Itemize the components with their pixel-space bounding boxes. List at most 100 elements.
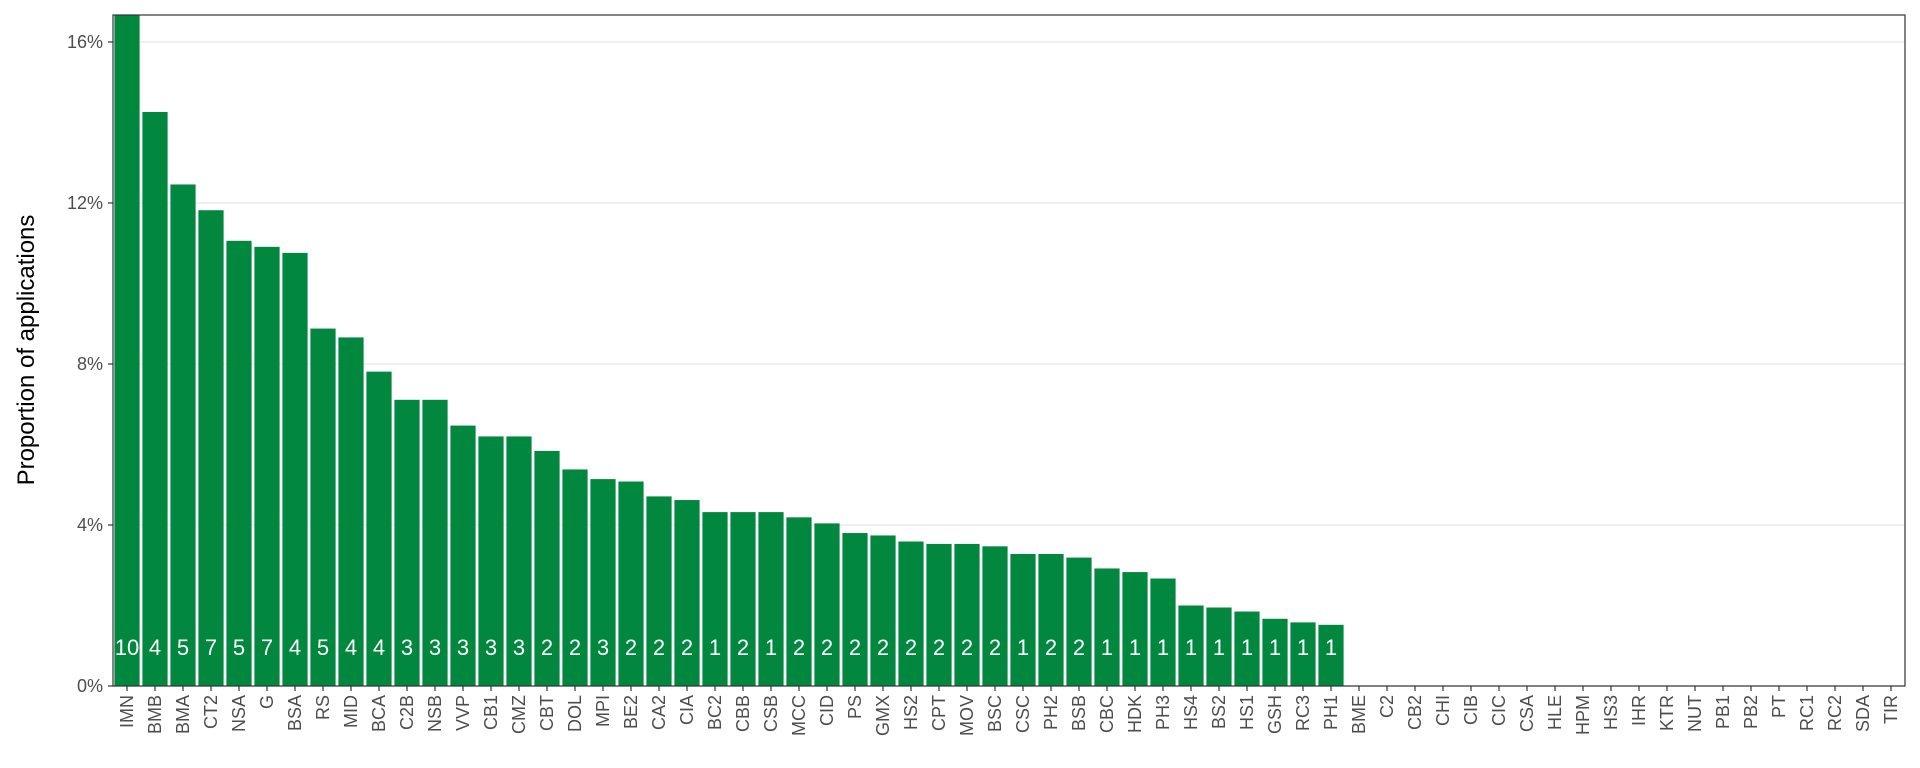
x-tick-label: C2 bbox=[1377, 695, 1397, 718]
x-tick-label: CBB bbox=[733, 695, 753, 732]
bar bbox=[310, 328, 336, 686]
x-tick-label: CT2 bbox=[201, 695, 221, 729]
bar-label: 1 bbox=[1157, 635, 1169, 660]
bar bbox=[1318, 624, 1344, 686]
x-tick-label: BE2 bbox=[621, 695, 641, 729]
bar bbox=[1178, 605, 1204, 686]
x-tick-label: CB2 bbox=[1405, 695, 1425, 730]
bar bbox=[450, 425, 476, 686]
x-tick-label: BSB bbox=[1069, 695, 1089, 731]
bar-label: 3 bbox=[429, 635, 441, 660]
x-tick-label: CSC bbox=[1013, 695, 1033, 733]
x-tick-label: CIB bbox=[1461, 695, 1481, 725]
x-tick-label: CSA bbox=[1517, 695, 1537, 732]
x-tick-label: CMZ bbox=[509, 695, 529, 734]
x-tick-label: HDK bbox=[1125, 695, 1145, 733]
y-axis-label: Proportion of applications bbox=[13, 215, 40, 486]
x-tick-label: GSH bbox=[1265, 695, 1285, 734]
x-tick-label: DOL bbox=[565, 695, 585, 732]
x-tick-label: BSC bbox=[985, 695, 1005, 732]
x-tick-label: RC3 bbox=[1293, 695, 1313, 731]
bar-label: 1 bbox=[1101, 635, 1113, 660]
panel-border bbox=[112, 14, 1906, 687]
bar-label: 1 bbox=[765, 635, 777, 660]
x-tick-label: KTR bbox=[1657, 695, 1677, 731]
x-tick-label: BSA bbox=[285, 695, 305, 731]
bar bbox=[1262, 618, 1288, 686]
bar-label: 1 bbox=[709, 635, 721, 660]
x-tick-label: PS bbox=[845, 695, 865, 719]
bar bbox=[422, 399, 448, 686]
bar-label: 5 bbox=[317, 635, 329, 660]
bar-label: 2 bbox=[1045, 635, 1057, 660]
x-tick-label: PT bbox=[1769, 695, 1789, 718]
x-tick-label: CID bbox=[817, 695, 837, 726]
bar-label: 4 bbox=[149, 635, 161, 660]
x-tick-label: PH3 bbox=[1153, 695, 1173, 730]
bar bbox=[674, 500, 700, 686]
x-tick-label: HS4 bbox=[1181, 695, 1201, 730]
bar-label: 3 bbox=[457, 635, 469, 660]
bar bbox=[618, 481, 644, 686]
bar bbox=[562, 469, 588, 686]
bar bbox=[114, 15, 140, 686]
x-tick-label: RC2 bbox=[1825, 695, 1845, 731]
bar-label: 2 bbox=[681, 635, 693, 660]
bar-label: 3 bbox=[485, 635, 497, 660]
bar bbox=[1094, 568, 1120, 686]
bar-label: 3 bbox=[401, 635, 413, 660]
x-tick-label: CIA bbox=[677, 695, 697, 725]
bar bbox=[730, 512, 756, 686]
bar-label: 2 bbox=[961, 635, 973, 660]
y-tick-label: 8% bbox=[77, 354, 103, 374]
y-tick-label: 0% bbox=[77, 676, 103, 696]
x-tick-label: MPI bbox=[593, 695, 613, 727]
x-tick-label: HLE bbox=[1545, 695, 1565, 730]
x-tick-label: PB2 bbox=[1741, 695, 1761, 729]
bar bbox=[1066, 557, 1092, 686]
bar-label: 2 bbox=[821, 635, 833, 660]
x-tick-label: HS3 bbox=[1601, 695, 1621, 730]
y-tick-label: 12% bbox=[67, 193, 103, 213]
x-tick-label: CBC bbox=[1097, 695, 1117, 733]
bar-label: 2 bbox=[905, 635, 917, 660]
bar bbox=[646, 496, 672, 686]
bar bbox=[982, 546, 1008, 686]
bar-label: 10 bbox=[115, 635, 139, 660]
x-tick-label: IHR bbox=[1629, 695, 1649, 726]
bar bbox=[1010, 553, 1036, 686]
bar bbox=[366, 371, 392, 686]
x-tick-label: HS2 bbox=[901, 695, 921, 730]
bar-label: 2 bbox=[653, 635, 665, 660]
x-tick-label: CB1 bbox=[481, 695, 501, 730]
x-tick-label: BC2 bbox=[705, 695, 725, 730]
bar-label: 2 bbox=[933, 635, 945, 660]
bar-label: 2 bbox=[849, 635, 861, 660]
bar bbox=[898, 541, 924, 686]
x-tick-label: NSA bbox=[229, 695, 249, 732]
bar-label: 4 bbox=[289, 635, 301, 660]
bar bbox=[170, 184, 196, 687]
x-tick-label: C2B bbox=[397, 695, 417, 730]
x-tick-label: MOV bbox=[957, 695, 977, 736]
bar-label: 2 bbox=[737, 635, 749, 660]
bar bbox=[926, 543, 952, 686]
bar-label: 3 bbox=[597, 635, 609, 660]
bar-label: 1 bbox=[1297, 635, 1309, 660]
bar bbox=[254, 246, 280, 686]
bar-label: 5 bbox=[177, 635, 189, 660]
bar bbox=[814, 523, 840, 686]
x-tick-label: GMX bbox=[873, 695, 893, 736]
bar bbox=[394, 399, 420, 686]
x-tick-label: CHI bbox=[1433, 695, 1453, 726]
bar-label: 1 bbox=[1185, 635, 1197, 660]
bar-label: 2 bbox=[989, 635, 1001, 660]
x-tick-label: PH1 bbox=[1321, 695, 1341, 730]
bar bbox=[534, 450, 560, 686]
bar bbox=[338, 337, 364, 686]
x-tick-label: SDA bbox=[1853, 695, 1873, 732]
bar-label: 1 bbox=[1325, 635, 1337, 660]
bar bbox=[1122, 572, 1148, 686]
bar-label: 1 bbox=[1129, 635, 1141, 660]
bar-label: 3 bbox=[513, 635, 525, 660]
